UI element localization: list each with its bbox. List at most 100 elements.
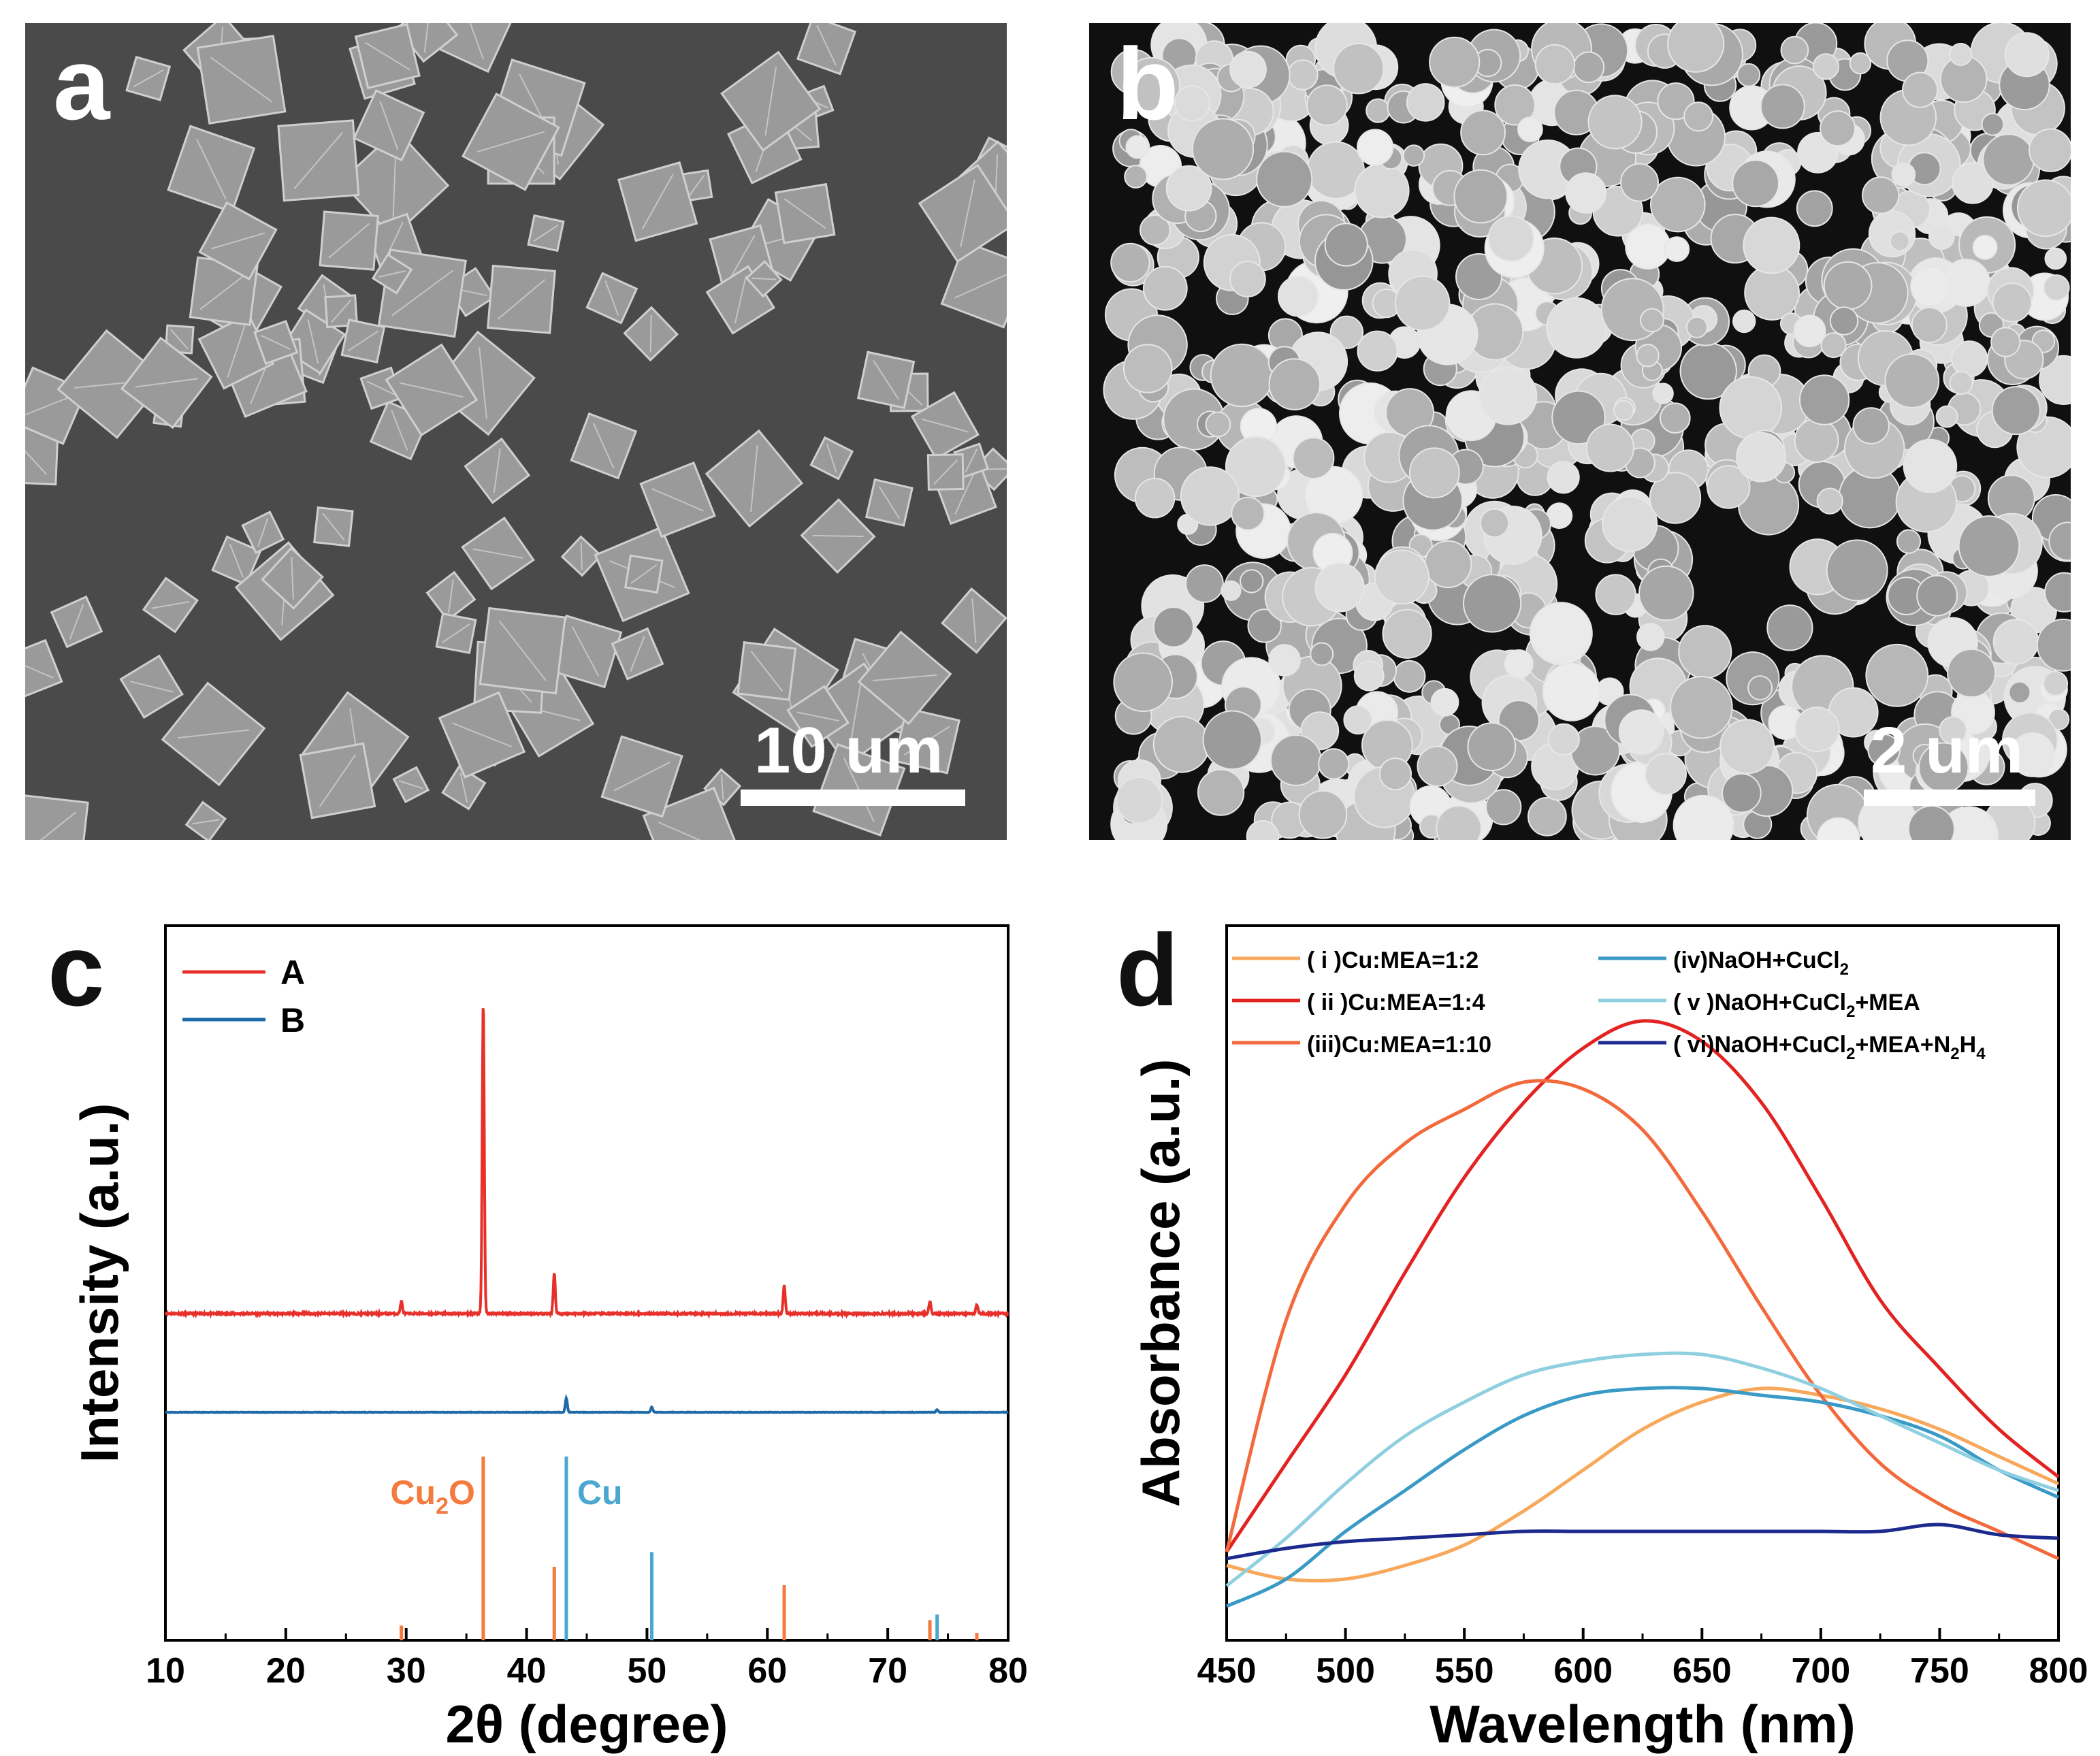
- particle: [1225, 436, 1287, 498]
- particle: [1620, 163, 1659, 202]
- particle: [1867, 734, 1901, 767]
- particle: [2043, 274, 2070, 302]
- particle: [1357, 129, 1394, 166]
- crystal-edge: [398, 780, 423, 790]
- xrd-x-tick-label: 20: [266, 1651, 306, 1691]
- particle: [1504, 649, 1534, 679]
- crystal: [642, 786, 736, 840]
- particle: [1246, 819, 1280, 840]
- particle: [1902, 71, 1939, 108]
- particle: [1333, 42, 1385, 95]
- crystal-edge: [319, 754, 357, 807]
- uv-series-iv: [1225, 1386, 2060, 1608]
- crystal-edge: [391, 410, 408, 451]
- uv-legend-label-iii: (iii)Cu:MEA=1:10: [1307, 1032, 1491, 1058]
- particle: [1889, 231, 1910, 252]
- uv-x-tick-label: 450: [1197, 1651, 1257, 1691]
- crystal-edge: [133, 69, 164, 88]
- particle: [1683, 101, 1714, 132]
- crystal-edge: [469, 23, 485, 60]
- particle: [1951, 340, 1988, 378]
- crystal-edge: [533, 224, 559, 242]
- xrd-legend-label-A: A: [280, 954, 305, 992]
- particle: [1205, 411, 1231, 438]
- crystal-edge: [878, 486, 901, 519]
- crystal-edge: [391, 270, 453, 316]
- crystal-edge: [25, 394, 75, 416]
- particle: [1891, 162, 1916, 187]
- particle: [1185, 564, 1224, 603]
- particle: [1436, 805, 1482, 840]
- crystal-edge: [227, 325, 246, 378]
- particle: [1453, 169, 1508, 224]
- particle-aggregates: [1103, 23, 2071, 840]
- particle: [1298, 790, 1348, 839]
- uv-vis-chart: 450 500 550 600 650 700 750 800 Wavelength (nm) A…: [1131, 924, 2088, 1754]
- xrd-x-axis-label: 2θ (degree): [446, 1694, 728, 1754]
- particle: [1829, 306, 1859, 336]
- particle: [1152, 606, 1195, 648]
- particle: [1910, 266, 1951, 307]
- particle: [1528, 796, 1567, 836]
- crystal-edge: [392, 146, 397, 221]
- particle: [1229, 50, 1267, 88]
- particle: [1884, 353, 1940, 408]
- crystal-edge: [472, 548, 523, 559]
- crystal-edge: [872, 674, 937, 681]
- crystal-edge: [25, 665, 54, 679]
- particle: [1766, 604, 1813, 651]
- particle: [1636, 623, 1665, 651]
- particle: [1958, 515, 2020, 577]
- particle: [1268, 358, 1321, 410]
- particle: [1816, 817, 1860, 840]
- particle: [1551, 390, 1606, 445]
- xrd-x-tick-label: 70: [868, 1651, 907, 1691]
- particle: [1165, 165, 1212, 212]
- uv-legend-label-v: ( v )NaOH+CuCl2+MEA: [1673, 990, 1920, 1021]
- particle: [1479, 508, 1510, 538]
- crystal-edge: [291, 557, 294, 600]
- particle: [1862, 176, 1900, 214]
- particle: [1310, 642, 1334, 666]
- particle: [1479, 366, 1538, 425]
- crystal-edge: [720, 775, 724, 800]
- particle: [1467, 722, 1517, 771]
- particle: [1124, 165, 1148, 189]
- uv-x-tick-label: 600: [1553, 1651, 1613, 1691]
- particle: [1240, 569, 1264, 594]
- crystal-edge: [170, 329, 189, 350]
- crystal-edge: [178, 729, 249, 739]
- particle: [1625, 223, 1671, 270]
- crystal-edge: [293, 131, 344, 189]
- particle: [1278, 276, 1319, 317]
- particle: [1736, 432, 1786, 483]
- particle: [1640, 308, 1664, 333]
- scale-bar-label-a: 10 um: [754, 714, 943, 787]
- particle: [1911, 307, 1948, 343]
- particle: [1649, 472, 1702, 524]
- xrd-y-axis-label: Intensity (a.u.): [69, 1103, 129, 1463]
- xrd-x-tick-label: 50: [628, 1651, 667, 1691]
- uv-x-tick-label: 800: [2029, 1651, 2088, 1691]
- sem-image-b-graphic: [1103, 23, 2071, 840]
- crystal-edge: [784, 198, 826, 229]
- crystal-edge: [796, 711, 839, 722]
- crystal-edge: [39, 811, 77, 840]
- particle: [1210, 343, 1274, 408]
- panel-label-c: c: [48, 913, 105, 1027]
- particle: [1125, 135, 1150, 159]
- particle: [2042, 670, 2069, 696]
- uv-x-tick-label: 700: [1791, 1651, 1850, 1691]
- crystal-edge: [423, 23, 429, 53]
- crystal-edge: [379, 101, 399, 150]
- particle: [1191, 118, 1255, 180]
- sem-image-b: [1089, 23, 2071, 840]
- particle: [1638, 565, 1694, 621]
- crystal-edge: [151, 601, 190, 609]
- crystal-edge: [135, 378, 199, 388]
- particle: [1366, 98, 1391, 123]
- particle: [1670, 676, 1733, 739]
- particle: [1849, 52, 1872, 75]
- particle: [1402, 144, 1425, 167]
- crystal-edge: [688, 174, 705, 197]
